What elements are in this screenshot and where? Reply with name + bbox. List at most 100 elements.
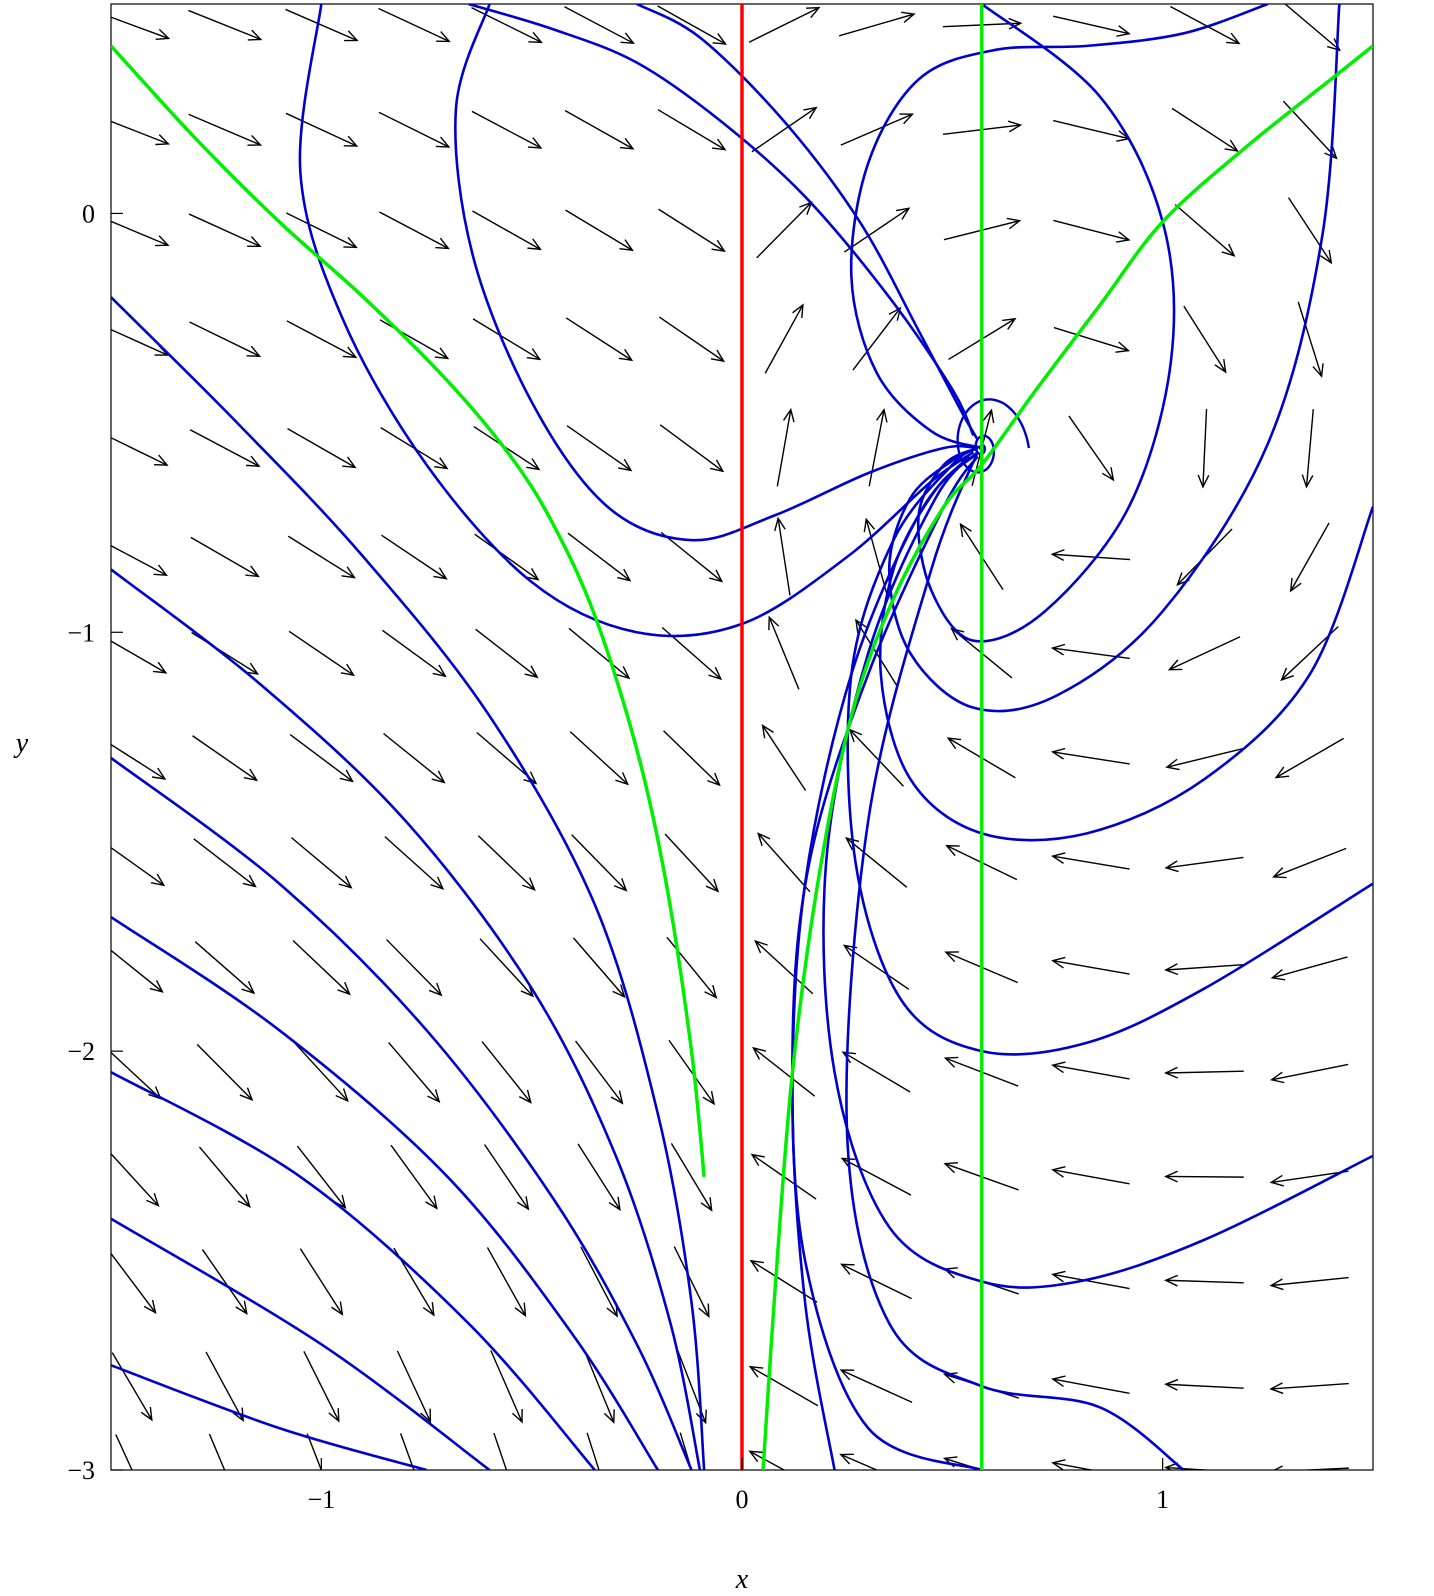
field-arrow (1165, 747, 1243, 771)
field-arrow (111, 436, 169, 466)
field-arrow (666, 936, 718, 999)
field-arrow (111, 743, 167, 780)
field-arrow (660, 531, 724, 583)
field-arrow (474, 533, 540, 581)
field-arrow (1270, 956, 1348, 981)
trajectory-curve (636, 4, 979, 441)
x-axis-label: x (735, 1564, 749, 1595)
field-arrow (583, 1349, 615, 1424)
field-arrow (1164, 963, 1244, 976)
field-arrow (1051, 1270, 1130, 1290)
field-arrow (569, 731, 630, 786)
field-arrow (657, 5, 728, 45)
field-arrow (1068, 415, 1115, 482)
field-arrow (748, 1365, 819, 1407)
field-arrow (208, 1433, 226, 1470)
field-arrow (287, 427, 357, 469)
field-arrow (111, 120, 170, 146)
field-arrow (757, 832, 811, 893)
field-arrow (490, 1350, 523, 1424)
field-arrow (303, 1351, 340, 1423)
field-arrow (205, 1351, 244, 1423)
field-arrow (673, 1246, 710, 1319)
axis-ticks: −1 0 1 0 −1 −2 −3 (67, 199, 1169, 1514)
field-arrow (1197, 408, 1210, 489)
field-arrow (748, 6, 821, 43)
field-arrow (292, 940, 351, 996)
nullclines (111, 4, 1373, 1470)
field-arrow (115, 1434, 133, 1470)
field-arrow (868, 408, 888, 487)
trajectory-curve (111, 1217, 491, 1470)
field-arrow (285, 8, 359, 42)
field-arrow (383, 732, 446, 784)
field-arrow (493, 1432, 508, 1470)
field-arrow (577, 1143, 621, 1212)
trajectory-curve (111, 916, 659, 1470)
field-arrow (1269, 1276, 1349, 1291)
field-arrow (668, 1039, 716, 1106)
field-arrow (471, 110, 543, 149)
curved-nullcline (761, 44, 1373, 1470)
field-arrow (1052, 15, 1131, 37)
field-arrow (189, 321, 262, 357)
field-arrow (390, 1144, 438, 1210)
field-arrow (658, 208, 726, 253)
field-arrow (111, 1352, 153, 1422)
y-axis-label: y (13, 728, 29, 759)
field-arrow (566, 425, 633, 472)
trajectory-curve (454, 4, 978, 542)
field-arrow (670, 1143, 713, 1212)
field-arrow (1170, 5, 1241, 45)
field-arrow (483, 1144, 530, 1211)
field-arrow (285, 112, 359, 147)
trajectory-curve (111, 296, 706, 1470)
field-arrow (1053, 219, 1131, 243)
field-arrow (1164, 1066, 1244, 1079)
field-arrow (471, 6, 543, 44)
field-arrow (190, 536, 260, 578)
field-arrow (1050, 549, 1131, 561)
field-arrow (1164, 1378, 1244, 1391)
field-arrow (1051, 1061, 1130, 1080)
field-arrow (838, 11, 916, 37)
x-tick-label: 0 (736, 1485, 749, 1514)
field-arrow (399, 1433, 415, 1470)
field-arrow (679, 1432, 693, 1470)
field-arrow (657, 109, 727, 151)
field-arrow (659, 424, 725, 473)
field-arrow (198, 1146, 251, 1208)
field-arrow (386, 939, 443, 997)
field-arrow (286, 212, 358, 249)
field-arrow (749, 1259, 818, 1303)
trajectory-curve (111, 756, 693, 1470)
y-tick-label: 0 (82, 199, 95, 228)
field-arrow (306, 1433, 323, 1470)
field-arrow (586, 1432, 600, 1470)
field-arrow (486, 1247, 527, 1318)
field-arrow (472, 210, 542, 251)
field-arrow (845, 836, 908, 888)
field-arrow (201, 1249, 248, 1315)
field-arrow (658, 316, 726, 363)
field-arrow (1164, 1170, 1244, 1183)
field-arrow (188, 113, 263, 146)
field-arrow (188, 9, 263, 41)
field-arrow (481, 1041, 532, 1104)
field-arrow (1050, 747, 1130, 765)
field-arrow (565, 209, 634, 252)
field-arrow (294, 1042, 349, 1103)
trajectory-curve (846, 446, 1373, 1056)
trajectory-curve (822, 451, 1373, 1289)
field-arrow (1284, 4, 1341, 52)
field-arrow (475, 628, 539, 679)
curved-nullcline (111, 44, 706, 1177)
field-arrow (396, 1350, 432, 1424)
field-arrow (1183, 305, 1227, 374)
field-arrow (839, 1453, 879, 1470)
field-arrow (290, 837, 353, 889)
trajectory-curve (298, 4, 975, 638)
field-arrow (776, 407, 795, 487)
x-tick-label: −1 (307, 1485, 335, 1514)
trajectory-curve (887, 4, 1341, 713)
